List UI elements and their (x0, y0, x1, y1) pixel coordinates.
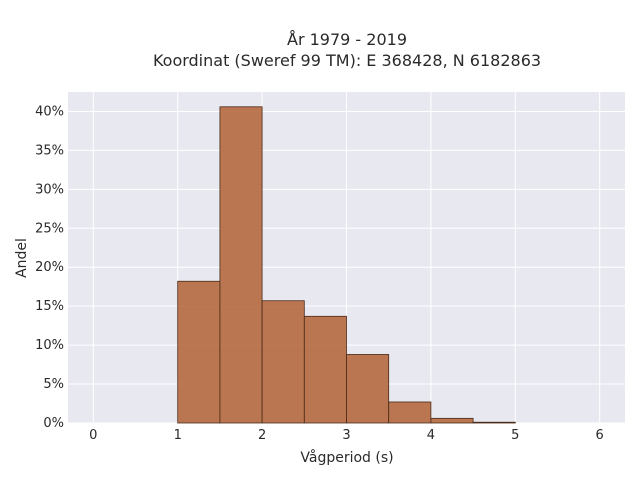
histogram-bar (472, 421, 516, 424)
histogram-bar (177, 280, 221, 424)
x-ticks: 0 1 2 3 4 5 6 (89, 428, 604, 443)
x-tick-label: 4 (427, 428, 435, 443)
histogram-bar (346, 354, 390, 424)
x-tick-label: 3 (342, 428, 350, 443)
x-axis-label: Vågperiod (s) (300, 449, 393, 466)
bars (177, 106, 516, 424)
x-tick-label: 6 (596, 428, 604, 443)
y-tick-label: 10% (35, 338, 64, 353)
y-tick-label: 30% (35, 182, 64, 197)
y-axis-label: Andel (14, 238, 30, 278)
y-tick-label: 20% (35, 260, 64, 275)
histogram-bar (261, 300, 305, 424)
chart-title-line2: Koordinat (Sweref 99 TM): E 368428, N 61… (153, 51, 541, 70)
x-tick-label: 2 (258, 428, 266, 443)
histogram-bar (430, 417, 474, 424)
y-tick-label: 5% (43, 377, 64, 392)
histogram-bar (303, 315, 347, 424)
y-tick-label: 40% (35, 104, 64, 119)
y-tick-label: 25% (35, 221, 64, 236)
x-tick-label: 5 (511, 428, 519, 443)
y-tick-label: 35% (35, 143, 64, 158)
y-tick-label: 0% (43, 416, 64, 431)
histogram-bar (219, 106, 263, 424)
histogram-bar (388, 401, 432, 424)
y-tick-label: 15% (35, 299, 64, 314)
chart-title-line1: År 1979 - 2019 (287, 30, 407, 49)
x-tick-label: 0 (89, 428, 97, 443)
x-tick-label: 1 (174, 428, 182, 443)
y-ticks: 0% 5% 10% 15% 20% 25% 30% 35% 40% (35, 104, 64, 431)
